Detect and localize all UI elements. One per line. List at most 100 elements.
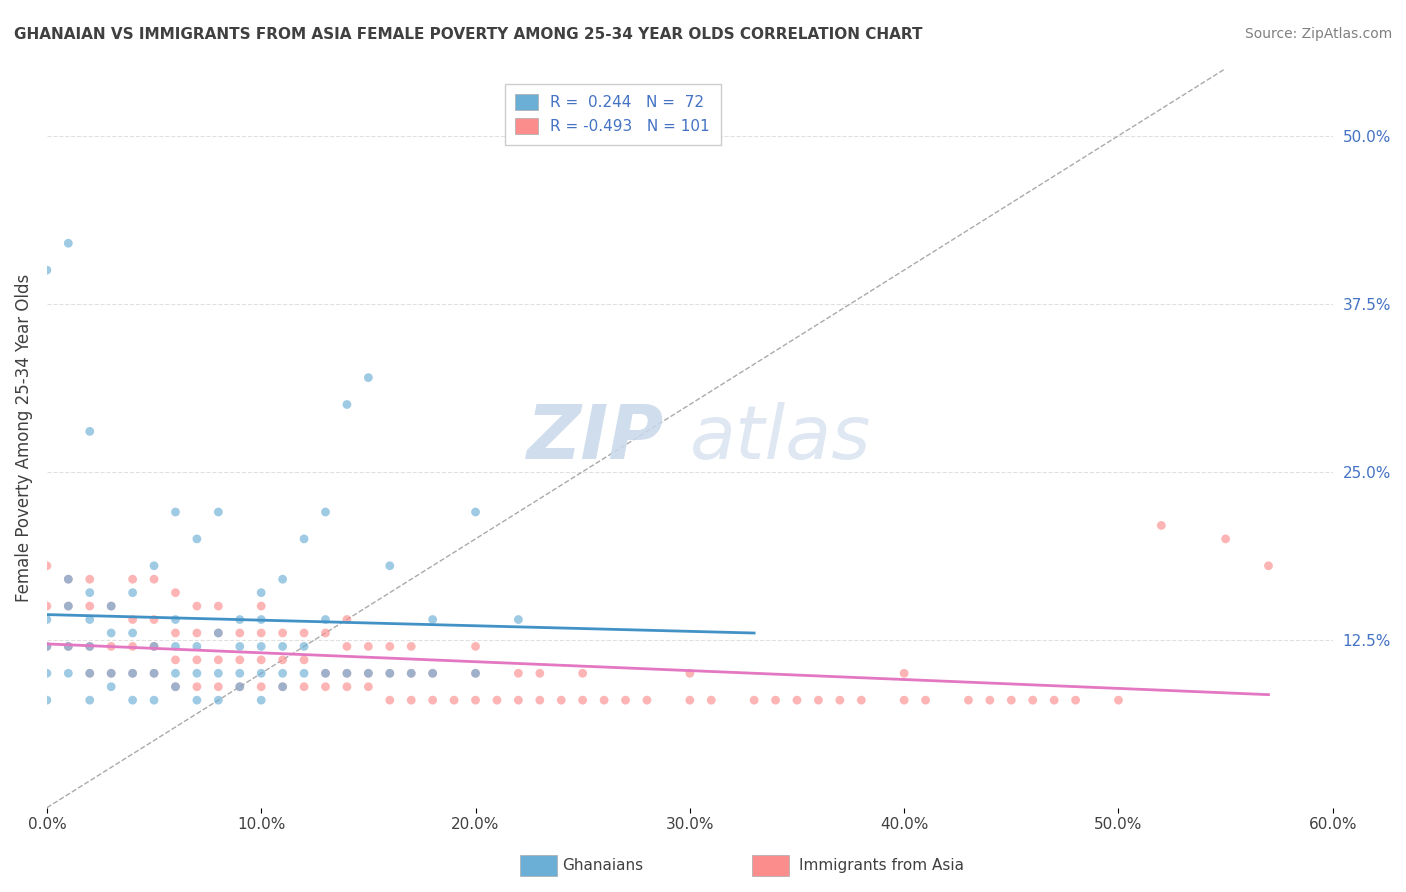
Point (250, 626, 273, 640)
Point (378, 558, 401, 573)
Point (143, 666, 166, 681)
Point (121, 693, 143, 707)
Point (229, 666, 252, 681)
Point (121, 626, 143, 640)
Point (186, 653, 208, 667)
Point (571, 666, 593, 681)
Point (58, 666, 80, 681)
Point (292, 666, 315, 681)
Point (422, 613, 444, 627)
Point (100, 680, 122, 694)
Point (851, 693, 873, 707)
Point (58, 599, 80, 613)
Point (336, 613, 359, 627)
Point (35, 666, 58, 681)
Point (1215, 532, 1237, 546)
Point (121, 666, 143, 681)
Point (165, 585, 187, 599)
Text: ZIP: ZIP (527, 401, 664, 475)
Point (786, 693, 808, 707)
Point (271, 640, 294, 654)
Point (636, 693, 658, 707)
Point (893, 693, 915, 707)
Point (250, 585, 273, 599)
Point (315, 613, 337, 627)
Point (79, 585, 101, 599)
Point (165, 640, 187, 654)
Point (1022, 693, 1045, 707)
Point (292, 640, 315, 654)
Point (1257, 558, 1279, 573)
Point (271, 666, 294, 681)
Point (957, 693, 980, 707)
Point (508, 693, 530, 707)
Point (35, 613, 58, 627)
Point (399, 693, 422, 707)
Point (679, 693, 702, 707)
Point (35, 558, 58, 573)
Point (336, 666, 359, 681)
Point (100, 626, 122, 640)
Y-axis label: Female Poverty Among 25-34 Year Olds: Female Poverty Among 25-34 Year Olds (15, 274, 32, 602)
Point (378, 640, 401, 654)
Point (143, 666, 166, 681)
Point (121, 666, 143, 681)
Point (399, 666, 422, 681)
Point (121, 572, 143, 586)
Point (357, 666, 380, 681)
Point (165, 505, 187, 519)
Point (315, 505, 337, 519)
Point (165, 680, 187, 694)
Point (250, 666, 273, 681)
Point (35, 693, 58, 707)
Point (271, 626, 294, 640)
Point (336, 397, 359, 411)
Point (464, 666, 486, 681)
Point (35, 263, 58, 277)
Point (207, 626, 229, 640)
Point (422, 666, 444, 681)
Point (1064, 693, 1087, 707)
FancyBboxPatch shape (520, 855, 557, 876)
Point (378, 666, 401, 681)
Point (378, 666, 401, 681)
Point (229, 653, 252, 667)
Point (250, 653, 273, 667)
Point (207, 666, 229, 681)
Point (165, 613, 187, 627)
Point (186, 532, 208, 546)
Text: Source: ZipAtlas.com: Source: ZipAtlas.com (1244, 27, 1392, 41)
Point (271, 680, 294, 694)
Point (614, 693, 637, 707)
Point (100, 666, 122, 681)
Point (121, 585, 143, 599)
Point (143, 613, 166, 627)
Point (250, 693, 273, 707)
Point (100, 599, 122, 613)
Point (79, 640, 101, 654)
Point (336, 680, 359, 694)
Point (378, 693, 401, 707)
Point (807, 693, 830, 707)
Point (165, 626, 187, 640)
Point (250, 613, 273, 627)
Point (336, 640, 359, 654)
Point (58, 599, 80, 613)
Point (742, 693, 765, 707)
Point (315, 680, 337, 694)
Point (550, 693, 572, 707)
Point (186, 599, 208, 613)
Point (1000, 693, 1022, 707)
Point (979, 693, 1001, 707)
Point (464, 693, 486, 707)
Point (464, 666, 486, 681)
Point (250, 640, 273, 654)
Point (186, 626, 208, 640)
Point (357, 666, 380, 681)
Point (485, 693, 508, 707)
Point (79, 693, 101, 707)
Point (79, 425, 101, 439)
Point (165, 666, 187, 681)
Point (121, 640, 143, 654)
Point (58, 640, 80, 654)
